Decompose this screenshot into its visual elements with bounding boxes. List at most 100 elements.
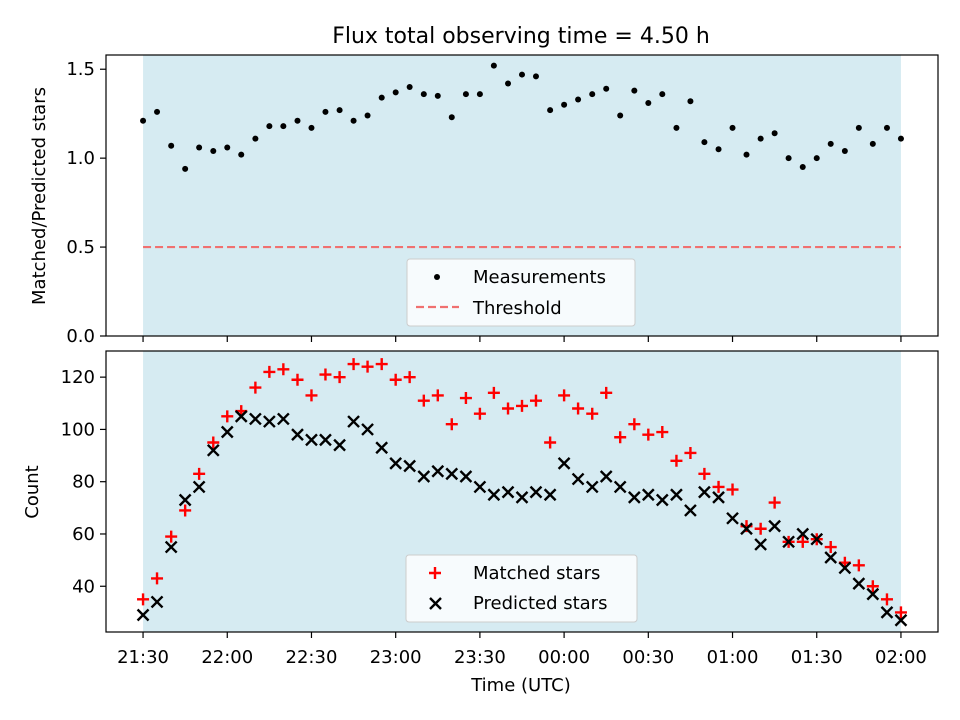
matched-star-point (516, 399, 528, 412)
predicted-star-point (852, 577, 866, 590)
measurement-point (168, 142, 175, 149)
bottom-legend: Matched stars Predicted stars (405, 554, 638, 623)
predicted-star-point (515, 491, 529, 504)
predicted-star-point (712, 491, 725, 504)
measurement-point (224, 144, 231, 151)
measurement-point (434, 92, 441, 99)
predicted-star-point (698, 485, 711, 499)
predicted-star-point (178, 493, 192, 507)
x-tick-label: 21:30 (117, 647, 169, 668)
measurement-point (336, 107, 343, 114)
measurement-point (729, 124, 736, 131)
predicted-star-point (655, 493, 669, 507)
predicted-star-point (796, 527, 810, 541)
predicted-star-point (249, 412, 262, 426)
matched-star-point (684, 446, 697, 459)
measurement-point (252, 135, 259, 142)
matched-star-point (459, 392, 472, 405)
measurement-point (322, 108, 329, 115)
predicted-star-point (263, 415, 276, 428)
y-tick-label: 60 (72, 524, 95, 545)
x-axis-ticks: 21:30 22:00 22:30 23:00 23:30 00:00 00:30 01:00… (117, 632, 927, 668)
top-legend: Measurements Threshold (406, 258, 636, 327)
predicted-star-point (768, 519, 781, 533)
measurement-point (266, 123, 273, 130)
x-tick-label: 22:30 (286, 647, 338, 668)
measurement-point (238, 151, 245, 158)
measurement-point (855, 124, 862, 131)
measurement-point (476, 91, 483, 98)
measurement-point (294, 117, 301, 124)
legend-matched-marker (429, 567, 441, 579)
measurement-point (575, 96, 582, 103)
measurement-point (799, 164, 806, 171)
matched-star-point (221, 410, 234, 423)
matched-star-point (137, 593, 150, 606)
matched-star-point (600, 386, 613, 399)
measurement-point (771, 130, 778, 137)
predicted-star-point (473, 480, 487, 494)
measurement-point (715, 146, 722, 153)
matched-star-point (712, 480, 725, 493)
bottom-y-axis-label: Count (22, 465, 43, 518)
measurement-point (645, 100, 652, 107)
matched-star-point (319, 368, 332, 381)
bottom-axes-frame (105, 350, 939, 633)
predicted-star-point (684, 504, 697, 517)
predicted-star-point (291, 428, 304, 441)
predicted-star-point (487, 488, 501, 502)
matched-star-point (445, 418, 458, 431)
measurement-point (280, 123, 287, 130)
legend-measurements-label: Measurements (473, 267, 606, 288)
matched-star-point (473, 407, 486, 420)
matched-star-point (277, 363, 290, 376)
matched-star-point (894, 606, 907, 619)
measurement-point (182, 165, 189, 172)
predicted-star-point (880, 606, 894, 619)
predicted-star-point (543, 488, 557, 502)
predicted-star-point (641, 488, 655, 502)
legend-matched-label: Matched stars (473, 563, 600, 584)
matched-star-point (333, 371, 346, 384)
measurement-point (350, 117, 357, 124)
predicted-star-point (319, 433, 332, 447)
measurement-point (196, 144, 203, 151)
predicted-star-point (361, 423, 374, 436)
measurement-point (631, 87, 638, 94)
measurement-point (519, 71, 525, 78)
matched-star-point (193, 467, 206, 480)
predicted-star-point (389, 457, 403, 470)
chart-title: Flux total observing time = 4.50 h (332, 24, 710, 49)
predicted-star-point (670, 488, 683, 502)
matched-star-point (529, 394, 542, 407)
top-y-axis-label: Matched/Predicted stars (29, 87, 50, 305)
measurement-point (659, 91, 666, 98)
predicted-star-point (347, 415, 360, 428)
predicted-star-point (150, 595, 164, 609)
x-tick-label: 01:00 (707, 647, 759, 668)
y-tick-label: 100 (61, 419, 95, 440)
predicted-star-point (333, 438, 346, 452)
matched-star-point (796, 535, 809, 548)
predicted-star-point (445, 467, 459, 481)
legend-predicted-label: Predicted stars (473, 593, 607, 614)
bottom-y-axis-ticks: 40 60 80 100 120 (61, 367, 106, 597)
predicted-star-point (403, 459, 417, 473)
matched-star-point (866, 580, 879, 593)
matched-star-point (726, 483, 739, 496)
measurement-point (827, 140, 834, 147)
measurement-point (813, 155, 820, 162)
legend-threshold-label: Threshold (472, 298, 562, 319)
predicted-star-point (557, 457, 571, 470)
matched-star-point (249, 381, 262, 394)
predicted-star-point (740, 522, 753, 536)
measurement-point (420, 91, 427, 98)
matched-star-point (179, 504, 192, 517)
matched-star-point (417, 394, 430, 407)
predicted-star-point (417, 470, 431, 483)
predicted-star-point (375, 441, 389, 455)
measurement-point (140, 117, 147, 124)
matched-star-point (670, 454, 683, 467)
y-tick-label: 0.5 (66, 237, 95, 258)
